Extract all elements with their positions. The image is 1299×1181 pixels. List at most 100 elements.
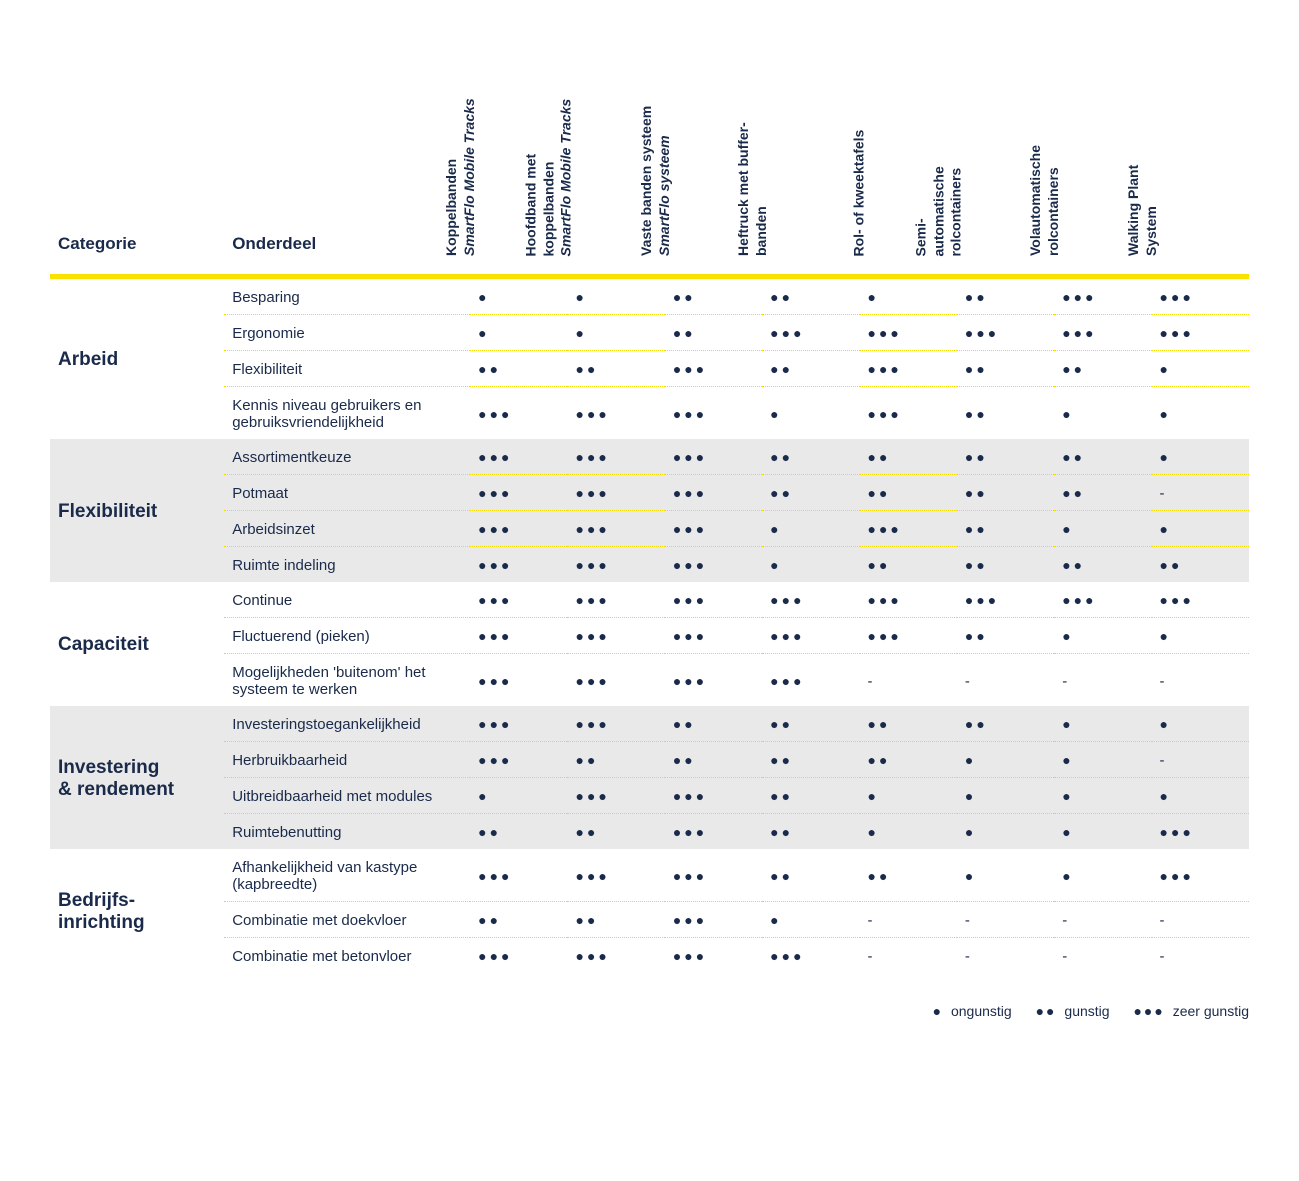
value-cell: ●: [957, 778, 1054, 814]
value-cell: ●: [762, 511, 859, 547]
value-cell: -: [1054, 654, 1151, 707]
table-row: Ruimte indeling●●●●●●●●●●●●●●●●●●: [50, 547, 1249, 583]
value-cell: ●●●: [1054, 582, 1151, 618]
onderdeel-cell: Ergonomie: [224, 315, 470, 351]
value-cell: -: [1054, 902, 1151, 938]
onderdeel-cell: Combinatie met betonvloer: [224, 938, 470, 974]
value-cell: ●: [567, 315, 664, 351]
value-cell: ●●: [860, 439, 957, 475]
value-cell: ●●: [860, 849, 957, 902]
onderdeel-cell: Besparing: [224, 279, 470, 315]
value-cell: ●●●: [665, 511, 762, 547]
value-cell: ●: [1054, 511, 1151, 547]
value-cell: ●●●: [1152, 279, 1249, 315]
col-header: Walking PlantSystem: [1152, 50, 1249, 277]
value-cell: ●: [762, 902, 859, 938]
value-cell: ●: [762, 387, 859, 440]
value-cell: ●: [1152, 618, 1249, 654]
value-cell: ●●●: [957, 315, 1054, 351]
onderdeel-cell: Afhankelijkheid van kastype (kapbreedte): [224, 849, 470, 902]
table-row: Uitbreidbaarheid met modules●●●●●●●●●●●●…: [50, 778, 1249, 814]
value-cell: ●●: [957, 475, 1054, 511]
value-cell: ●●●: [762, 582, 859, 618]
value-cell: ●●●: [1152, 315, 1249, 351]
value-cell: ●●: [665, 706, 762, 742]
value-cell: ●●●: [567, 582, 664, 618]
comparison-table: Categorie Onderdeel KoppelbandenSmartFlo…: [50, 50, 1249, 973]
onderdeel-cell: Herbruikbaarheid: [224, 742, 470, 778]
value-cell: ●●●: [567, 618, 664, 654]
onderdeel-cell: Fluctuerend (pieken): [224, 618, 470, 654]
value-cell: ●●●: [665, 439, 762, 475]
value-cell: ●●: [1054, 475, 1151, 511]
value-cell: ●: [1054, 849, 1151, 902]
table-row: Fluctuerend (pieken)●●●●●●●●●●●●●●●●●●●: [50, 618, 1249, 654]
value-cell: ●●●: [470, 547, 567, 583]
value-cell: ●●●: [1054, 315, 1151, 351]
value-cell: ●●●: [470, 706, 567, 742]
value-cell: -: [860, 654, 957, 707]
value-cell: -: [957, 654, 1054, 707]
value-cell: ●●: [567, 742, 664, 778]
category-cell: Arbeid: [50, 279, 224, 439]
value-cell: ●●●: [470, 475, 567, 511]
value-cell: ●●●: [470, 618, 567, 654]
value-cell: ●●: [957, 706, 1054, 742]
value-cell: ●: [860, 814, 957, 850]
value-cell: ●: [1152, 778, 1249, 814]
table-row: Potmaat●●●●●●●●●●●●●●●●●-: [50, 475, 1249, 511]
value-cell: ●●: [762, 475, 859, 511]
value-cell: ●●: [470, 814, 567, 850]
table-row: Herbruikbaarheid●●●●●●●●●●●●●-: [50, 742, 1249, 778]
value-cell: ●●: [860, 547, 957, 583]
value-cell: ●●●: [860, 618, 957, 654]
value-cell: ●●●: [860, 387, 957, 440]
table-row: Investering& rendementInvesteringstoegan…: [50, 706, 1249, 742]
value-cell: ●●: [762, 742, 859, 778]
table-row: Flexibiliteit●●●●●●●●●●●●●●●●●: [50, 351, 1249, 387]
value-cell: ●●●: [665, 387, 762, 440]
value-cell: ●●●: [860, 582, 957, 618]
value-cell: ●: [470, 778, 567, 814]
table-row: Combinatie met betonvloer●●●●●●●●●●●●---…: [50, 938, 1249, 974]
value-cell: ●: [957, 814, 1054, 850]
value-cell: ●●●: [665, 618, 762, 654]
onderdeel-cell: Assortimentkeuze: [224, 439, 470, 475]
value-cell: ●●●: [762, 315, 859, 351]
value-cell: ●●●: [665, 351, 762, 387]
onderdeel-cell: Combinatie met doekvloer: [224, 902, 470, 938]
value-cell: ●●●: [665, 778, 762, 814]
value-cell: ●: [1054, 706, 1151, 742]
legend-label-2: gunstig: [1064, 1003, 1109, 1019]
value-cell: ●: [1152, 439, 1249, 475]
legend-dots-1: ●: [933, 1003, 943, 1019]
value-cell: ●: [1152, 511, 1249, 547]
value-cell: -: [1152, 475, 1249, 511]
value-cell: ●●●: [1054, 279, 1151, 315]
value-cell: -: [1152, 742, 1249, 778]
value-cell: ●●●: [567, 654, 664, 707]
header-onderdeel: Onderdeel: [224, 50, 470, 277]
category-cell: Flexibiliteit: [50, 439, 224, 582]
value-cell: ●●●: [470, 511, 567, 547]
value-cell: ●●●: [567, 706, 664, 742]
value-cell: ●●●: [665, 654, 762, 707]
value-cell: ●●●: [762, 938, 859, 974]
value-cell: ●●●: [665, 902, 762, 938]
value-cell: -: [1152, 938, 1249, 974]
value-cell: ●●●: [665, 547, 762, 583]
value-cell: ●●●: [567, 547, 664, 583]
table-row: ArbeidBesparing●●●●●●●●●●●●●●●: [50, 279, 1249, 315]
value-cell: -: [1152, 654, 1249, 707]
value-cell: -: [1054, 938, 1151, 974]
value-cell: ●: [762, 547, 859, 583]
value-cell: ●●●: [957, 582, 1054, 618]
value-cell: ●●: [957, 439, 1054, 475]
value-cell: ●: [957, 849, 1054, 902]
value-cell: ●●: [957, 547, 1054, 583]
value-cell: ●: [1054, 387, 1151, 440]
value-cell: ●●●: [1152, 814, 1249, 850]
header-row: Categorie Onderdeel KoppelbandenSmartFlo…: [50, 50, 1249, 277]
value-cell: ●●: [1054, 351, 1151, 387]
value-cell: ●: [1152, 706, 1249, 742]
